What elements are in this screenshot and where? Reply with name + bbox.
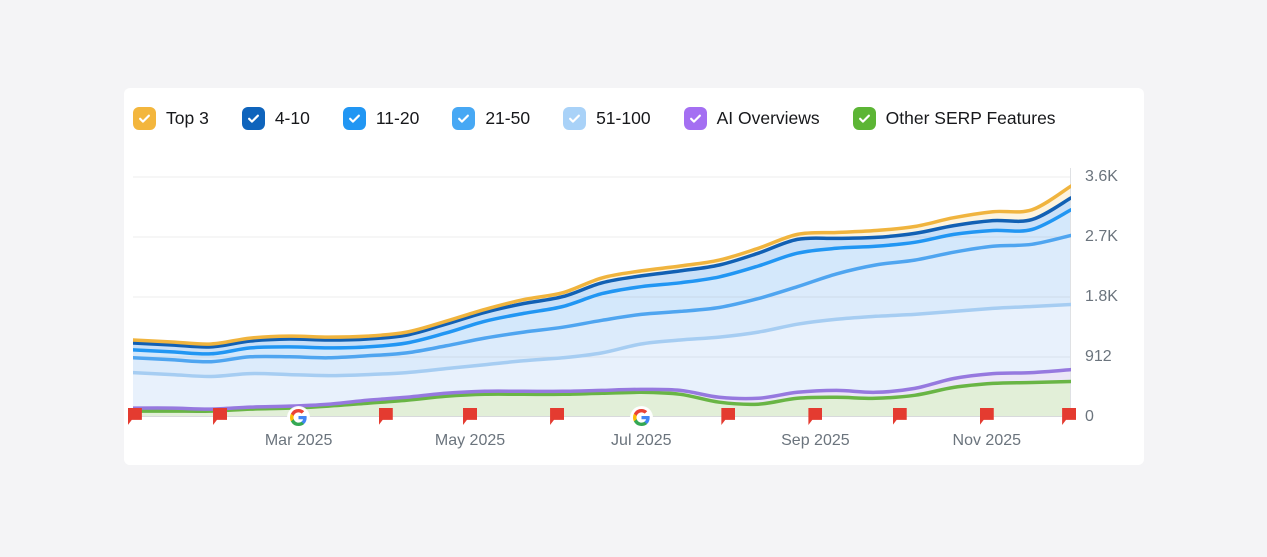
y-tick-label: 2.7K [1085,228,1118,245]
checkbox-checked-icon[interactable] [683,106,707,130]
x-tick-label: May 2025 [434,432,506,449]
note-flag-icon[interactable] [463,408,478,425]
legend-item-label: 21-50 [485,107,531,128]
note-flag-icon[interactable] [721,408,736,425]
google-update-icon[interactable] [288,407,310,428]
x-tick-label: Sep 2025 [781,432,850,449]
checkbox-checked-icon[interactable] [133,106,156,130]
checkbox-checked-icon[interactable] [452,106,476,130]
stacked-area-chart[interactable] [133,168,1071,417]
legend-item-label: 4-10 [274,107,310,128]
legend-item-other-serp-features[interactable]: Other SERP Features [852,106,1056,130]
legend-item-ai-overviews[interactable]: AI Overviews [683,106,820,130]
note-flag-icon[interactable] [127,408,142,425]
checkbox-checked-icon[interactable] [342,106,366,130]
x-tick-label: Nov 2025 [952,432,1022,449]
y-tick-label: 912 [1085,348,1112,365]
y-tick-label: 1.8K [1085,288,1118,305]
plot-area[interactable] [127,168,1077,428]
note-flag-icon[interactable] [979,408,994,425]
note-flag-icon[interactable] [378,408,393,425]
chart-card: Top 3 4-10 11-20 21-50 51-100 AI Overviews Oth… [124,88,1144,465]
legend: Top 3 4-10 11-20 21-50 51-100 AI Overviews Oth… [133,105,1056,131]
legend-item-top-3[interactable]: Top 3 [133,106,209,130]
note-flag-icon[interactable] [550,408,565,425]
legend-item-51-100[interactable]: 51-100 [563,106,651,130]
checkbox-checked-icon[interactable] [563,106,587,130]
y-tick-label: 3.6K [1085,168,1118,185]
note-flag-icon[interactable] [808,408,823,425]
legend-item-label: Other SERP Features [885,107,1056,128]
note-flag-icon[interactable] [892,408,907,425]
checkbox-checked-icon[interactable] [852,106,876,130]
y-tick-label: 0 [1085,408,1094,425]
legend-item-label: 51-100 [596,107,651,128]
legend-item-label: Top 3 [166,107,209,128]
x-tick-label: Jul 2025 [611,432,672,449]
checkbox-checked-icon[interactable] [241,106,265,130]
note-flag-icon[interactable] [213,408,228,425]
legend-item-label: AI Overviews [716,107,820,128]
legend-item-4-10[interactable]: 4-10 [241,106,310,130]
x-tick-label: Mar 2025 [264,432,333,449]
legend-item-11-20[interactable]: 11-20 [342,106,420,130]
google-update-icon[interactable] [630,407,652,428]
legend-item-label: 11-20 [375,107,420,128]
legend-item-21-50[interactable]: 21-50 [452,106,531,130]
note-flag-icon[interactable] [1062,408,1077,425]
